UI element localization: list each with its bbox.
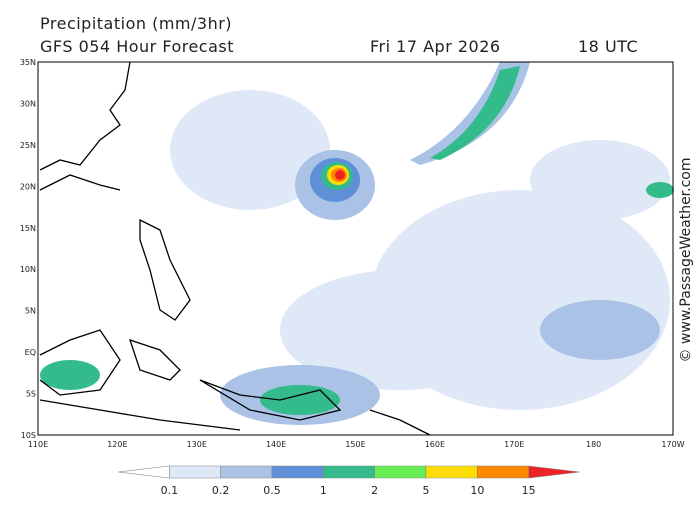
map-frame (37, 61, 674, 436)
colorbar-segment (271, 465, 324, 479)
lat-label: 10N (20, 265, 36, 274)
lat-label: 15N (20, 224, 36, 233)
lat-label: EQ (25, 348, 36, 357)
colorbar-segment (374, 465, 427, 479)
lon-label: 110E (28, 440, 48, 449)
lon-label: 170W (661, 440, 684, 449)
lon-label: 120E (107, 440, 127, 449)
colorbar-segment (169, 465, 221, 479)
model-run: GFS 054 Hour Forecast (40, 37, 234, 56)
lon-label: 180 (586, 440, 601, 449)
lat-label: 35N (20, 58, 36, 67)
colorbar-segment (425, 465, 478, 479)
forecast-time: 18 UTC (578, 37, 638, 56)
colorbar-segment (323, 465, 375, 479)
lat-label: 10S (21, 431, 36, 440)
colorbar-segment (528, 465, 581, 479)
colorbar-segment (477, 465, 529, 479)
lon-label: 160E (425, 440, 445, 449)
lat-label: 5S (26, 390, 36, 399)
lat-label: 5N (25, 307, 36, 316)
lon-label: 150E (345, 440, 365, 449)
colorbar-label: 15 (522, 484, 536, 497)
colorbar-label: 0.5 (263, 484, 281, 497)
coastlines (39, 61, 431, 436)
colorbar-segment (117, 465, 170, 479)
colorbar-label: 1 (320, 484, 327, 497)
watermark: © www.PassageWeather.com (678, 157, 694, 362)
lat-label: 30N (20, 99, 36, 108)
title: Precipitation (mm/3hr) (40, 14, 232, 33)
lon-label: 170E (504, 440, 524, 449)
colorbar-label: 0.2 (212, 484, 230, 497)
colorbar-label: 2 (371, 484, 378, 497)
colorbar-label: 0.1 (161, 484, 179, 497)
lat-label: 20N (20, 182, 36, 191)
forecast-date: Fri 17 Apr 2026 (370, 37, 501, 56)
lon-label: 130E (187, 440, 207, 449)
colorbar-label: 10 (470, 484, 484, 497)
precip-field (38, 62, 674, 435)
lat-label: 25N (20, 141, 36, 150)
colorbar-label: 5 (423, 484, 430, 497)
lon-label: 140E (266, 440, 286, 449)
colorbar-segment (220, 465, 273, 479)
